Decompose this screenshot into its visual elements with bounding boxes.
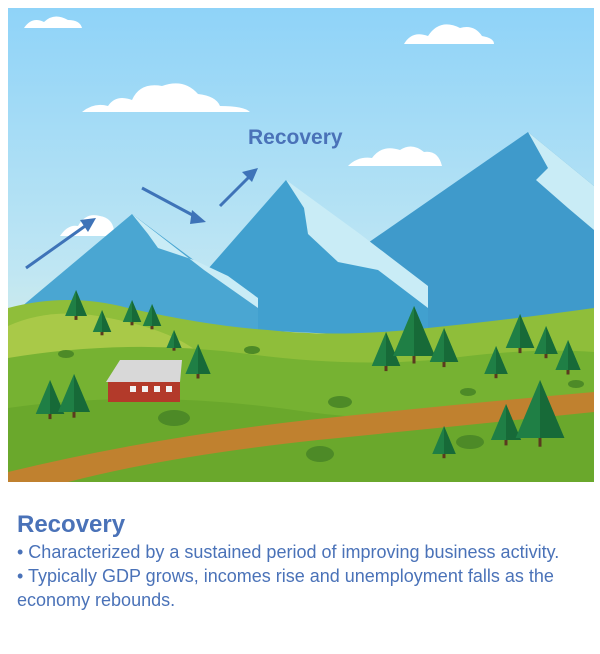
pine-tree [555,340,581,375]
tree-shade [444,328,459,362]
arrow-down [141,186,199,220]
tree-shade [386,332,401,366]
tree-trunk [538,438,542,447]
tree-trunk [518,348,522,354]
arrow-up [218,174,252,208]
tree-trunk [100,332,104,336]
tree-shade [568,340,581,370]
tree-shade [74,374,90,412]
tree-shade [506,404,522,440]
pine-tree [484,346,508,379]
tree-trunk [74,316,78,320]
tree-shade [496,346,508,374]
barn-window [154,386,160,392]
tree-trunk [72,412,76,418]
arrows [25,168,258,270]
bush [244,346,260,354]
pine-tree [429,328,459,368]
barn [106,360,182,402]
bush [456,435,484,449]
caption-bullet: • Characterized by a sustained period of… [17,542,560,562]
pine-tree [185,344,211,379]
pine-tree [35,380,65,420]
landscape-scene: Recovery [8,8,594,482]
pine-tree [515,380,565,447]
caption: Recovery • Characterized by a sustained … [17,510,587,612]
bush [460,388,476,396]
tree-trunk [442,454,446,459]
tree-shade [152,304,162,326]
tree-trunk [442,362,446,368]
tree-shade [520,314,535,348]
mountain-left-snow [132,214,258,308]
cloud [348,146,442,166]
tree-shade [50,380,65,414]
cloud [24,16,82,28]
bush [58,350,74,358]
trees [35,290,581,459]
cloud [404,24,494,44]
bush [306,446,334,462]
tree-trunk [494,374,498,379]
caption-title: Recovery [17,511,126,538]
recovery-illustration: Recovery [8,8,594,482]
tree-trunk [48,414,52,420]
bush [568,380,584,388]
tree-trunk [566,370,570,375]
barn-roof [106,360,182,382]
pine-tree [142,304,162,330]
pine-tree [58,374,90,418]
tree-trunk [150,326,154,330]
scene-label: Recovery [248,126,343,149]
tree-shade [174,330,182,348]
barn-window [130,386,136,392]
tree-shade [546,326,558,354]
pine-tree [534,326,558,359]
pine-tree [432,426,456,459]
tree-shade [444,426,456,454]
tree-trunk [412,356,416,364]
pine-tree [505,314,535,354]
arrow-up-head [242,168,258,182]
arrow-up-head [80,218,96,232]
tree-trunk [544,354,548,359]
tree-shade [198,344,211,374]
pine-tree [490,404,522,446]
bush [328,396,352,408]
tree-shade [540,380,565,438]
dirt-path [8,392,594,482]
tree-trunk [384,366,388,372]
pine-tree [166,330,182,351]
tree-shade [414,306,435,356]
mountain-right-snow [528,132,594,230]
arrow-up [25,222,89,270]
cloud [82,83,250,112]
bush [158,410,190,426]
tree-trunk [504,440,508,446]
pine-tree [92,310,112,336]
arrow-down-head [190,210,206,224]
pine-tree [122,300,142,326]
pine-tree [393,306,435,364]
tree-shade [132,300,142,322]
tree-trunk [196,374,200,379]
pine-tree [371,332,401,372]
tree-trunk [130,322,134,326]
barn-window [166,386,172,392]
bushes [58,346,584,462]
tree-shade [76,290,87,316]
mountain-middle-snow [286,180,428,308]
tree-shade [102,310,112,332]
caption-bullet: • Typically GDP grows, incomes rise and … [17,566,554,610]
tree-trunk [172,348,176,351]
pine-tree [65,290,87,320]
barn-window [142,386,148,392]
